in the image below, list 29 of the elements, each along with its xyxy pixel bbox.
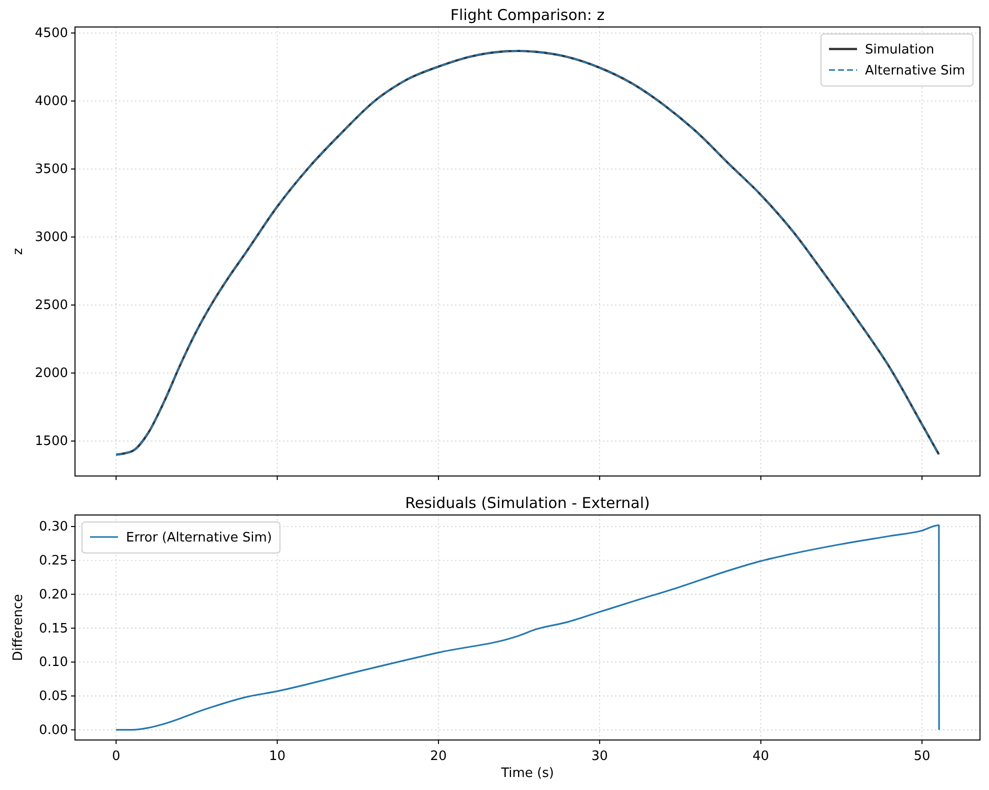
y-tick-label: 1500 <box>34 434 68 450</box>
legend-label: Error (Alternative Sim) <box>126 530 272 546</box>
x-tick-label: 40 <box>752 749 770 764</box>
chart-title: Residuals (Simulation - External) <box>405 494 650 512</box>
x-tick-label: 0 <box>112 749 120 764</box>
y-tick-label: 4000 <box>34 94 68 110</box>
x-tick-label: 10 <box>269 749 286 764</box>
y-tick-label: 0.30 <box>39 520 68 535</box>
y-tick-label: 0.00 <box>39 722 68 738</box>
chart-title: Flight Comparison: z <box>450 6 605 24</box>
y-tick-label: 2000 <box>34 366 68 382</box>
y-tick-label: 0.15 <box>39 621 68 636</box>
y-tick-label: 3000 <box>34 230 68 246</box>
x-tick-label: 50 <box>914 749 930 764</box>
y-tick-label: 0.20 <box>39 587 68 602</box>
y-tick-label: 0.25 <box>39 554 68 569</box>
y-tick-label: 3500 <box>34 162 68 178</box>
legend-label: Simulation <box>865 42 934 58</box>
y-tick-label: 0.05 <box>39 689 68 704</box>
y-axis-title: Difference <box>11 594 26 662</box>
legend-label: Alternative Sim <box>865 64 965 78</box>
x-axis-title: Time (s) <box>500 766 554 781</box>
y-axis-title: z <box>11 248 26 255</box>
x-tick-label: 20 <box>430 749 447 764</box>
y-tick-label: 4500 <box>34 26 68 42</box>
y-tick-label: 2500 <box>34 298 68 314</box>
x-tick-label: 30 <box>591 749 608 764</box>
line-series <box>115 524 940 731</box>
y-tick-label: 0.10 <box>39 655 68 670</box>
